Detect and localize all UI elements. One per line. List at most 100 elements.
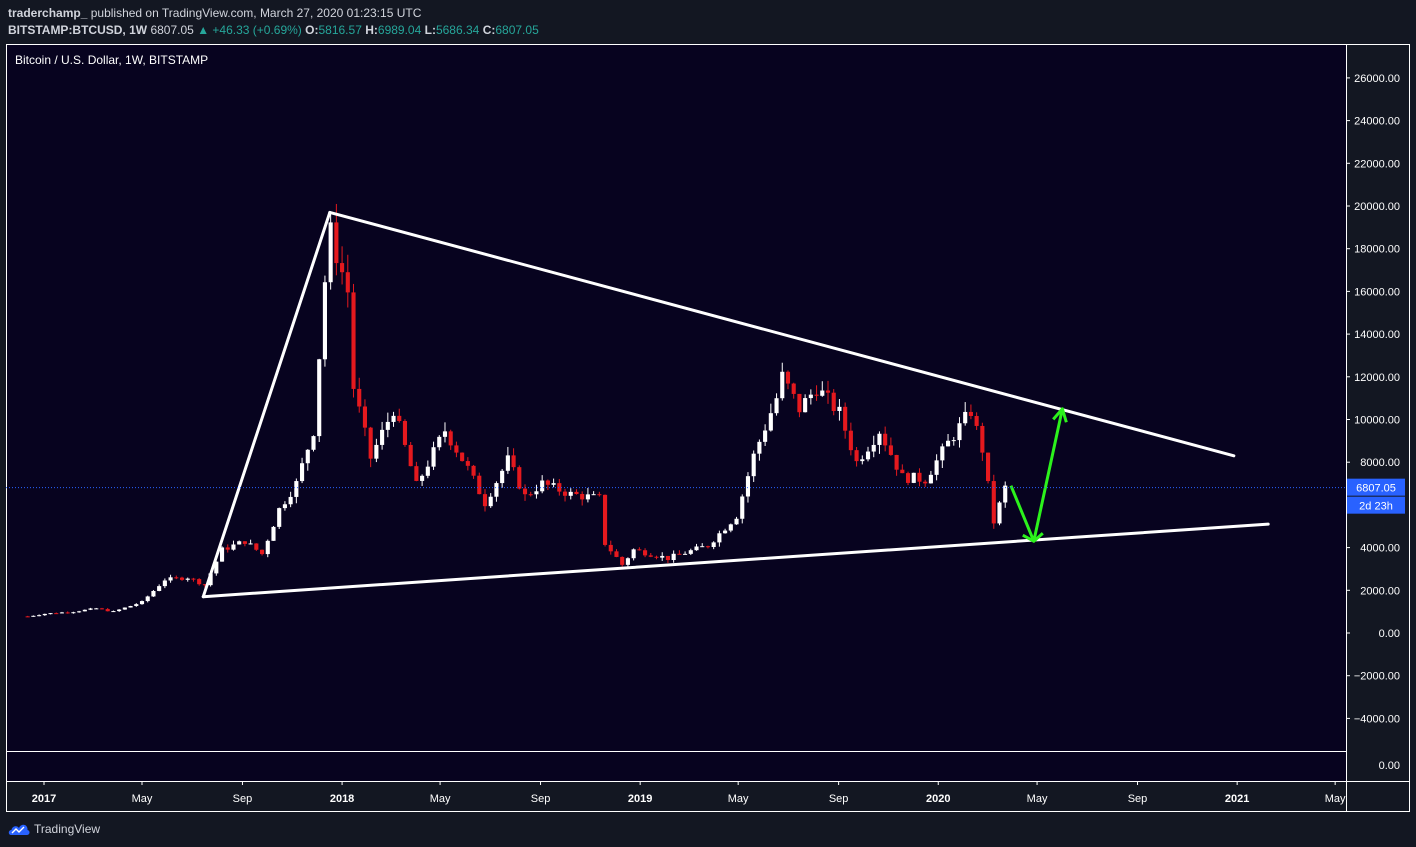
candle-up (551, 483, 556, 485)
candle-up (671, 553, 676, 561)
candle-up (820, 390, 825, 396)
candle-up (420, 475, 425, 481)
candle-up (711, 542, 716, 548)
candle-down (460, 452, 465, 462)
candle-up (660, 555, 665, 558)
candle-up (214, 561, 219, 574)
x-tick-label: May (1027, 793, 1048, 805)
candle-down (397, 415, 402, 422)
candle-up (168, 577, 173, 581)
candle-up (568, 491, 573, 496)
candle-down (242, 541, 247, 544)
candle-up (780, 371, 785, 399)
candle-up (134, 604, 139, 606)
candle-down (511, 455, 516, 468)
author-name[interactable]: traderchamp_ (8, 6, 88, 20)
candle-up (951, 440, 956, 442)
x-tick-label: Sep (829, 793, 849, 805)
price-chart[interactable]: Bitcoin / U.S. Dollar, 1W, BITSTAMP 26000… (6, 44, 1410, 812)
candle-up (442, 431, 448, 437)
candle-up (717, 533, 722, 543)
chart-area[interactable]: Bitcoin / U.S. Dollar, 1W, BITSTAMP 26000… (6, 44, 1410, 812)
candle-up (740, 496, 745, 519)
candle-up (437, 436, 442, 448)
footer-bar: TradingView (0, 812, 1416, 847)
candle-down (888, 445, 893, 455)
candle-down (368, 427, 373, 459)
candle-up (37, 615, 42, 617)
trendline (328, 210, 1236, 458)
candle-down (894, 454, 899, 470)
candle-up (311, 436, 316, 450)
y-tick-label: 2000.00 (1360, 585, 1400, 597)
candle-up (688, 550, 693, 554)
x-tick-label: 2017 (32, 793, 56, 805)
candle-up (317, 359, 322, 437)
arrow-head (1022, 532, 1044, 543)
candle-down (917, 472, 922, 482)
current-price-tag (1347, 478, 1405, 496)
x-tick-label: May (430, 793, 451, 805)
candle-up (31, 615, 36, 617)
candle-down (465, 461, 470, 466)
candle-down (477, 475, 482, 495)
candle-up (945, 440, 951, 447)
candle-up (723, 530, 728, 534)
candle-up (860, 459, 865, 462)
candle-down (517, 467, 522, 489)
candle-up (157, 586, 162, 591)
y-tick-label: 10000.00 (1354, 415, 1400, 427)
chart-title: Bitcoin / U.S. Dollar, 1W, BITSTAMP (15, 53, 208, 67)
candle-up (431, 447, 436, 467)
candle-down (791, 383, 796, 394)
candle-down (643, 550, 648, 556)
candle-down (574, 491, 579, 495)
candle-up (694, 546, 699, 551)
low-value: 5686.34 (435, 23, 480, 37)
candle-up (117, 609, 122, 612)
candle-down (785, 371, 791, 384)
y-tick-label: 14000.00 (1354, 329, 1400, 341)
candle-down (454, 445, 459, 453)
candle-down (900, 469, 905, 474)
candle-down (905, 473, 911, 483)
candle-down (351, 292, 356, 389)
candle-down (259, 549, 265, 555)
candle-up (162, 580, 167, 587)
close-value: 6807.05 (495, 23, 539, 37)
candle-up (48, 613, 53, 615)
candle-down (705, 546, 711, 548)
last-price: 6807.05 (150, 23, 194, 37)
candle-up (380, 429, 385, 445)
candle-up (231, 544, 236, 550)
high-value: 6989.04 (377, 23, 422, 37)
candle-up (808, 394, 813, 399)
candle-up (911, 472, 916, 483)
candle-up (1003, 485, 1008, 503)
candle-down (528, 494, 533, 496)
candle-up (248, 543, 253, 545)
candle-up (500, 470, 505, 484)
candle-down (414, 466, 419, 481)
tradingview-logo[interactable]: TradingView (8, 822, 100, 836)
candle-down (814, 394, 819, 396)
brand-label: TradingView (34, 822, 101, 836)
candle-up (282, 504, 287, 509)
candle-up (88, 608, 93, 610)
candle-down (25, 616, 30, 618)
open-value: 5816.57 (318, 23, 362, 37)
candle-up (585, 494, 590, 500)
arrow-head (1052, 407, 1068, 423)
candle-up (865, 451, 871, 460)
symbol-label[interactable]: BITSTAMP:BTCUSD, 1W (8, 23, 148, 37)
header-bar: traderchamp_ published on TradingView.co… (0, 0, 1416, 44)
candle-up (751, 453, 756, 477)
candle-up (219, 547, 225, 562)
candle-up (728, 524, 733, 531)
candle-up (288, 496, 293, 505)
y-tick-label: 24000.00 (1354, 116, 1400, 128)
candle-down (986, 452, 991, 482)
candle-down (923, 481, 928, 484)
candle-up (774, 398, 779, 414)
candle-down (334, 222, 339, 264)
